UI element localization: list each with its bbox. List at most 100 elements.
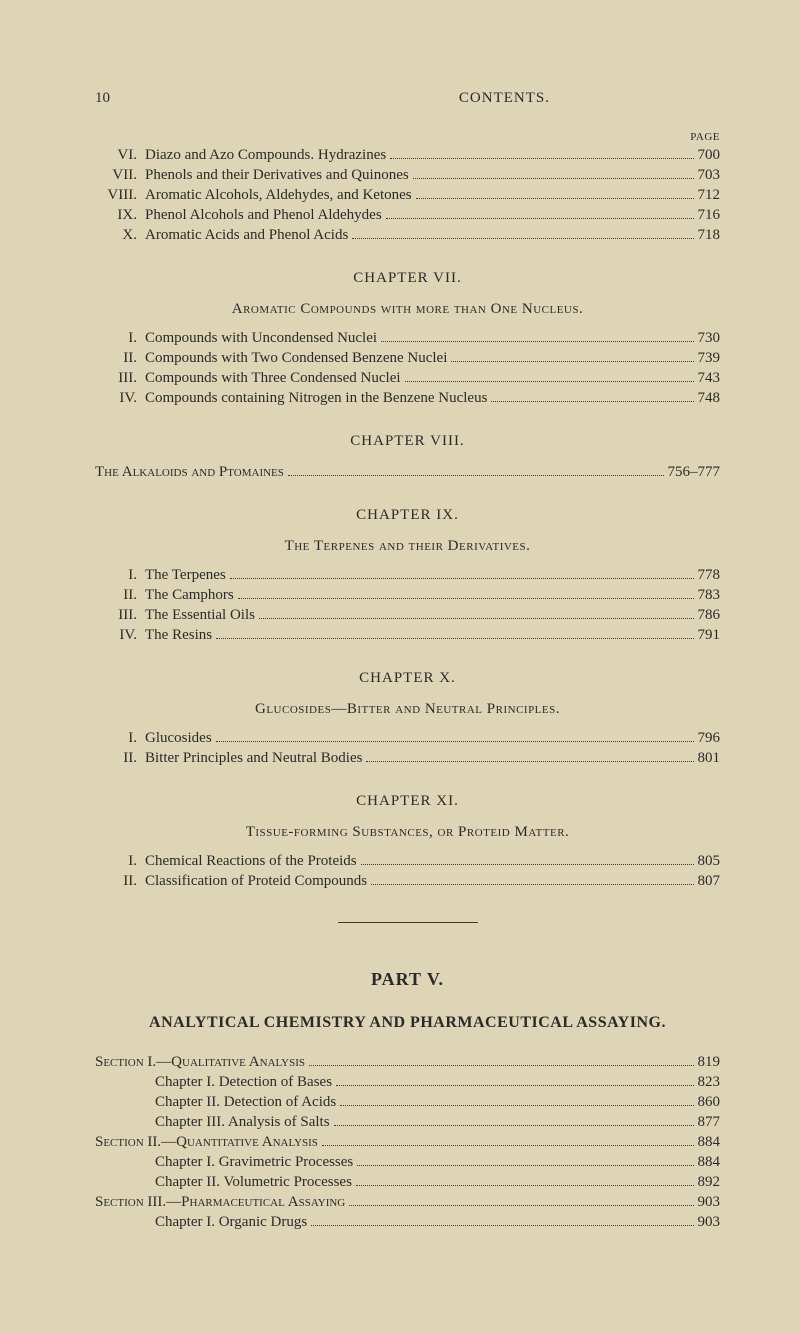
toc-entry: I. Glucosides 796: [95, 730, 720, 747]
entry-title: Compounds with Three Condensed Nuclei: [145, 370, 401, 387]
entry-title: Chapter I. Organic Drugs: [155, 1214, 307, 1231]
entry-title: Chapter III. Analysis of Salts: [155, 1114, 330, 1131]
entry-number: VII.: [95, 167, 137, 184]
toc-entry: I. Compounds with Uncondensed Nuclei 730: [95, 330, 720, 347]
top-entries-list: VI. Diazo and Azo Compounds. Hydrazines …: [95, 147, 720, 244]
entry-title: Chemical Reactions of the Proteids: [145, 853, 357, 870]
leader-dots: [322, 1145, 694, 1146]
entry-page: 805: [698, 853, 721, 870]
entry-page: 756–777: [668, 464, 721, 481]
toc-entry: II. Compounds with Two Condensed Benzene…: [95, 350, 720, 367]
toc-entry: IX. Phenol Alcohols and Phenol Aldehydes…: [95, 207, 720, 224]
leader-dots: [381, 341, 693, 342]
entry-page: 807: [698, 873, 721, 890]
entry-title: Chapter II. Volumetric Processes: [155, 1174, 352, 1191]
divider-line: [338, 922, 478, 923]
entry-title: Chapter II. Detection of Acids: [155, 1094, 336, 1111]
toc-entry: III. The Essential Oils 786: [95, 607, 720, 624]
entry-number: VI.: [95, 147, 137, 164]
entry-title: Classification of Proteid Compounds: [145, 873, 367, 890]
entry-title: Section III.—Pharmaceutical Assaying: [95, 1194, 345, 1211]
chapter-8-heading: CHAPTER VIII.: [95, 433, 720, 450]
section-entry: Section I.—Qualitative Analysis 819: [95, 1054, 720, 1071]
leader-dots: [340, 1105, 693, 1106]
entry-number: IV.: [95, 627, 137, 644]
entry-number: I.: [95, 853, 137, 870]
entry-title: Glucosides: [145, 730, 212, 747]
leader-dots: [413, 178, 694, 179]
toc-entry: VI. Diazo and Azo Compounds. Hydrazines …: [95, 147, 720, 164]
part-5-entries: Section I.—Qualitative Analysis 819 Chap…: [95, 1054, 720, 1231]
entry-number: I.: [95, 730, 137, 747]
entry-page: 819: [698, 1054, 721, 1071]
entry-title: Phenols and their Derivatives and Quinon…: [145, 167, 409, 184]
entry-title: The Resins: [145, 627, 212, 644]
leader-dots: [334, 1125, 694, 1126]
chapter-10-subtitle: Glucosides—Bitter and Neutral Principles…: [95, 701, 720, 718]
entry-title: Chapter I. Gravimetric Processes: [155, 1154, 353, 1171]
part-5-section-heading: ANALYTICAL CHEMISTRY AND PHARMACEUTICAL …: [95, 1014, 720, 1032]
entry-title: Phenol Alcohols and Phenol Aldehydes: [145, 207, 382, 224]
leader-dots: [366, 761, 693, 762]
entry-number: II.: [95, 587, 137, 604]
entry-page: 786: [698, 607, 721, 624]
leader-dots: [259, 618, 694, 619]
leader-dots: [230, 578, 694, 579]
entry-number: X.: [95, 227, 137, 244]
entry-title: The Camphors: [145, 587, 234, 604]
entry-page: 703: [698, 167, 721, 184]
entry-number: I.: [95, 567, 137, 584]
entry-title: Diazo and Azo Compounds. Hydrazines: [145, 147, 386, 164]
entry-title: Compounds containing Nitrogen in the Ben…: [145, 390, 487, 407]
entry-page: 823: [698, 1074, 721, 1091]
entry-page: 718: [698, 227, 721, 244]
page-number: 10: [95, 90, 110, 107]
leader-dots: [451, 361, 693, 362]
entry-page: 778: [698, 567, 721, 584]
section-entry: Section II.—Quantitative Analysis 884: [95, 1134, 720, 1151]
chapter-9-entries: I. The Terpenes 778 II. The Camphors 783…: [95, 567, 720, 644]
entry-number: II.: [95, 350, 137, 367]
page-header: 10 CONTENTS.: [95, 90, 720, 107]
entry-title: Compounds with Two Condensed Benzene Nuc…: [145, 350, 447, 367]
entry-title: Aromatic Alcohols, Aldehydes, and Ketone…: [145, 187, 412, 204]
chapter-entry: Chapter I. Organic Drugs 903: [95, 1214, 720, 1231]
toc-entry: IV. The Resins 791: [95, 627, 720, 644]
chapter-entry: Chapter III. Analysis of Salts 877: [95, 1114, 720, 1131]
chapter-10-heading: CHAPTER X.: [95, 670, 720, 687]
entry-page: 712: [698, 187, 721, 204]
entry-page: 783: [698, 587, 721, 604]
toc-entry: I. Chemical Reactions of the Proteids 80…: [95, 853, 720, 870]
chapter-10-entries: I. Glucosides 796 II. Bitter Principles …: [95, 730, 720, 767]
leader-dots: [309, 1065, 694, 1066]
leader-dots: [288, 475, 664, 476]
toc-entry: II. The Camphors 783: [95, 587, 720, 604]
chapter-8-entry: The Alkaloids and Ptomaines 756–777: [95, 464, 720, 481]
page-column-label: PAGE: [95, 131, 720, 143]
entry-page: 884: [698, 1154, 721, 1171]
entry-title: Compounds with Uncondensed Nuclei: [145, 330, 377, 347]
chapter-7-entries: I. Compounds with Uncondensed Nuclei 730…: [95, 330, 720, 407]
leader-dots: [352, 238, 693, 239]
leader-dots: [356, 1185, 694, 1186]
entry-title: Bitter Principles and Neutral Bodies: [145, 750, 362, 767]
leader-dots: [336, 1085, 693, 1086]
entry-title: The Terpenes: [145, 567, 226, 584]
leader-dots: [349, 1205, 693, 1206]
entry-page: 700: [698, 147, 721, 164]
chapter-entry: Chapter I. Gravimetric Processes 884: [95, 1154, 720, 1171]
entry-page: 903: [698, 1194, 721, 1211]
entry-page: 739: [698, 350, 721, 367]
entry-page: 716: [698, 207, 721, 224]
entry-number: IX.: [95, 207, 137, 224]
entry-page: 877: [698, 1114, 721, 1131]
entry-page: 796: [698, 730, 721, 747]
leader-dots: [390, 158, 693, 159]
entry-title: Aromatic Acids and Phenol Acids: [145, 227, 348, 244]
leader-dots: [491, 401, 693, 402]
leader-dots: [311, 1225, 693, 1226]
leader-dots: [386, 218, 694, 219]
entry-number: I.: [95, 330, 137, 347]
chapter-entry: Chapter II. Detection of Acids 860: [95, 1094, 720, 1111]
chapter-entry: Chapter II. Volumetric Processes 892: [95, 1174, 720, 1191]
